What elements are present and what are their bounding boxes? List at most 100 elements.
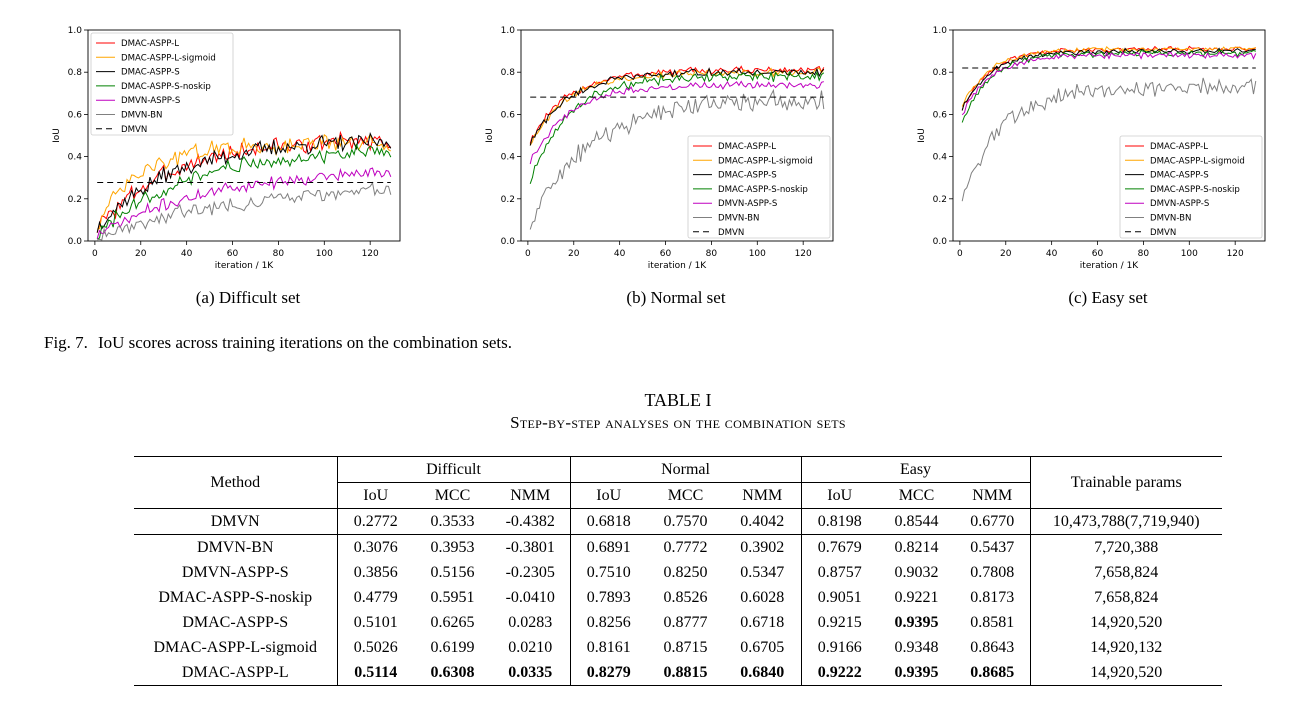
y-tick-label: 1.0 [501,26,516,36]
value-cell: 0.7772 [663,538,708,556]
method-cell: DMVN [210,512,260,530]
value-cell: 0.9348 [894,638,939,656]
results-table: Method Difficult Normal Easy Trainable p… [134,456,1222,686]
chart-difficult: 0 20 40 60 80 100 120 0.0 0.2 0.4 0.6 0.8 1.0 iterati… [52,26,401,271]
series-line [529,67,825,146]
x-tick-label: 0 [957,249,963,259]
x-tick-label: 0 [92,249,98,259]
value-cell: 0.6718 [740,613,785,631]
value-cell: 0.8685 [970,663,1015,681]
legend-label: DMAC-ASPP-L [1150,142,1208,152]
table-row: DMAC-ASPP-L-sigmoid 0.5026 0.6199 0.0210 0.8… [134,635,1222,660]
params-cell: 10,473,788(7,719,940) [1029,508,1222,535]
series-line [961,45,1257,111]
value-cell: 0.5951 [430,588,475,606]
value-cell: -0.2305 [505,563,555,581]
value-cell: 0.6705 [740,638,785,656]
chart-normal: 0 20 40 60 80 100 120 0.0 0.2 0.4 0.6 0.8 1.0 iterati… [485,26,834,271]
value-cell: 0.9215 [800,610,878,635]
table-row: DMAC-ASPP-S-noskip 0.4779 0.5951 -0.0410 0.7… [134,585,1222,610]
value-cell: 0.8279 [569,660,647,686]
y-tick-label: 0.8 [933,68,948,78]
value-cell: 0.5101 [336,610,414,635]
table-row: DMVN-ASPP-S 0.3856 0.5156 -0.2305 0.7510 0.82… [134,560,1222,585]
legend-label: DMVN-ASPP-S [1150,199,1209,209]
legend-box [687,135,831,239]
header-metric: MCC [898,486,935,504]
value-cell: 0.5437 [970,538,1015,556]
legend-label: DMAC-ASPP-L [121,39,179,49]
table-row: DMAC-ASPP-S 0.5101 0.6265 0.0283 0.8256 0.877… [134,610,1222,635]
legend-label: DMAC-ASPP-L [718,142,776,152]
value-cell: 0.2772 [336,508,414,535]
value-cell: 0.7893 [569,585,647,610]
value-cell: 0.7510 [569,560,647,585]
value-cell: 0.9222 [800,660,878,686]
series-line [529,67,825,146]
x-axis-label: iteration / 1K [215,261,275,271]
value-cell: 0.3076 [336,534,414,560]
legend-label: DMAC-ASPP-S-noskip [718,185,808,195]
x-tick-label: 80 [706,249,718,259]
value-cell: 0.8256 [569,610,647,635]
value-cell: 0.8544 [894,512,939,530]
header-group-normal: Normal [569,456,801,483]
value-cell: 0.8250 [663,563,708,581]
series-line [529,80,824,165]
value-cell: -0.0410 [505,588,555,606]
value-cell: 0.5114 [336,660,414,686]
value-cell: 0.9395 [894,613,939,631]
axes-frame [87,29,401,242]
value-cell: 0.8526 [663,588,708,606]
y-tick-label: 1.0 [933,26,948,36]
y-tick-label: 0.0 [501,237,516,247]
legend-label: DMVN [1150,228,1176,238]
x-axis-label: iteration / 1K [648,261,708,271]
header-metric: MCC [667,486,704,504]
value-cell: 0.0210 [508,638,553,656]
header-metric: MCC [434,486,471,504]
value-cell: 0.6199 [430,638,475,656]
x-axis-label: iteration / 1K [1080,261,1140,271]
table-row: DMAC-ASPP-L 0.5114 0.6308 0.0335 0.8279 0.881… [134,660,1222,686]
x-tick-label: 100 [1181,249,1198,259]
x-tick-label: 120 [362,249,379,259]
y-tick-label: 0.8 [501,68,516,78]
value-cell: 0.3953 [430,538,475,556]
header-metric: IoU [336,482,414,509]
value-cell: 0.6891 [569,534,647,560]
value-cell: 0.6265 [430,613,475,631]
series-line [97,143,392,240]
table-subtitle: Step-by-step analyses on the combination… [510,413,846,432]
legend-label: DMAC-ASPP-S [1150,171,1209,181]
header-metric: IoU [569,482,647,509]
value-cell: -0.4382 [505,512,555,530]
series-line [529,65,825,144]
params-cell: 14,920,520 [1029,610,1222,635]
y-tick-label: 0.6 [68,110,83,120]
legend-label: DMVN-ASPP-S [718,199,777,209]
series-line [96,132,392,233]
series-line [961,51,1257,116]
y-tick-label: 0.0 [933,237,948,247]
value-cell: 0.4779 [336,585,414,610]
value-cell: 0.8173 [970,588,1015,606]
x-tick-label: 80 [1138,249,1150,259]
value-cell: 0.8161 [569,635,647,660]
value-cell: 0.0335 [508,663,553,681]
header-group-difficult: Difficult [336,456,570,483]
value-cell: 0.9032 [894,563,939,581]
x-tick-label: 60 [227,249,239,259]
series-line [529,88,825,230]
caption-normal: (b) Normal set [626,288,726,307]
value-cell: 0.8198 [800,508,878,535]
value-cell: 0.4042 [740,512,785,530]
caption-easy: (c) Easy set [1068,288,1148,307]
value-cell: 0.5026 [336,635,414,660]
y-tick-label: 1.0 [68,26,83,36]
x-tick-label: 20 [135,249,147,259]
value-cell: 0.8777 [663,613,708,631]
series-line [97,181,392,241]
value-cell: 0.8581 [970,613,1015,631]
table-title: TABLE I [644,390,712,410]
